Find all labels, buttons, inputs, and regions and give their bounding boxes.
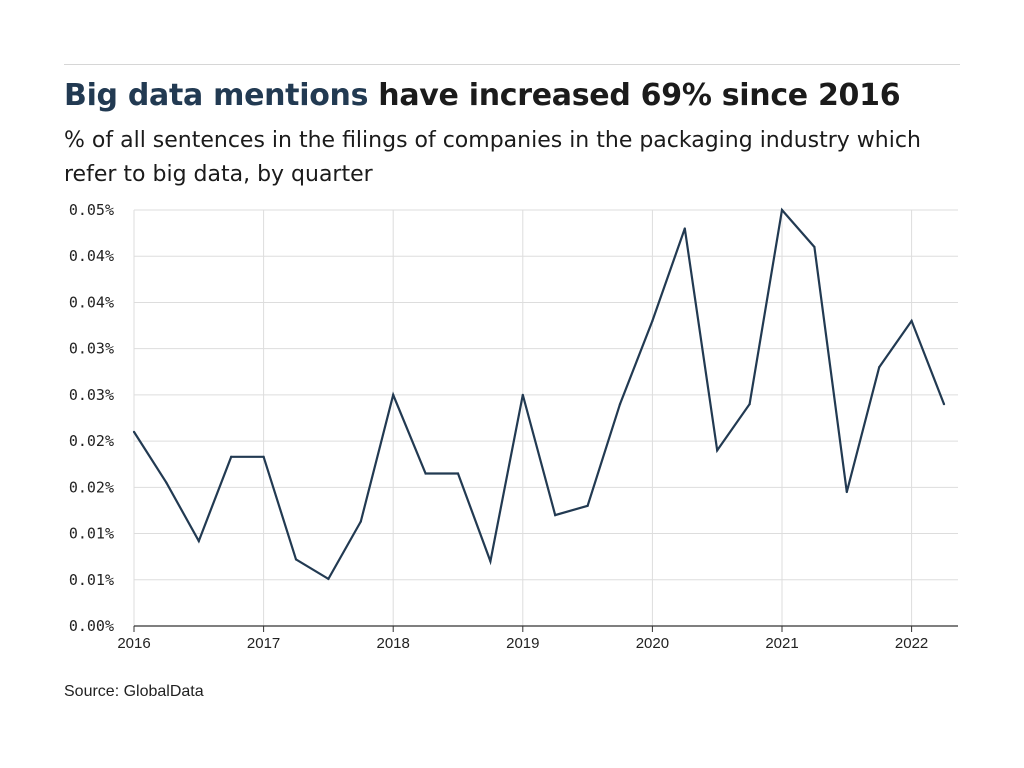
data-point bbox=[521, 393, 524, 396]
data-point bbox=[910, 319, 913, 322]
y-tick-label: 0.00% bbox=[69, 617, 114, 635]
y-tick-label: 0.02% bbox=[69, 432, 114, 450]
data-point bbox=[716, 449, 719, 452]
data-point bbox=[554, 514, 557, 517]
y-tick-label: 0.01% bbox=[69, 525, 114, 543]
data-point bbox=[586, 504, 589, 507]
data-point bbox=[845, 490, 848, 494]
data-point bbox=[813, 245, 816, 249]
data-point bbox=[165, 481, 168, 484]
chart-subtitle: % of all sentences in the filings of com… bbox=[64, 128, 921, 187]
data-point bbox=[230, 455, 233, 458]
data-point bbox=[327, 577, 330, 581]
series-group bbox=[132, 207, 946, 581]
data-point bbox=[424, 472, 427, 475]
y-tick-label: 0.02% bbox=[69, 478, 114, 496]
y-tick-label: 0.03% bbox=[69, 386, 114, 404]
data-point bbox=[294, 558, 298, 561]
data-point bbox=[132, 430, 136, 433]
data-point bbox=[489, 560, 492, 563]
data-point bbox=[262, 455, 265, 458]
top-rule bbox=[64, 64, 960, 65]
data-point bbox=[651, 319, 654, 322]
x-tick-label: 2016 bbox=[117, 635, 150, 652]
data-point bbox=[748, 403, 751, 406]
x-tick-label: 2021 bbox=[765, 635, 798, 652]
title-rest: have increased 69% since 2016 bbox=[368, 78, 901, 113]
data-point bbox=[456, 472, 460, 475]
data-point bbox=[197, 539, 200, 543]
data-point bbox=[392, 393, 395, 396]
title-highlight: Big data mentions bbox=[64, 78, 369, 113]
y-tick-label: 0.01% bbox=[69, 571, 114, 589]
x-tick-label: 2020 bbox=[636, 635, 669, 652]
chart-title: Big data mentions have increased 69% sin… bbox=[64, 78, 901, 113]
y-tick-label: 0.05% bbox=[69, 201, 114, 219]
source-note: Source: GlobalData bbox=[64, 683, 204, 700]
x-tick-label: 2019 bbox=[506, 635, 539, 652]
y-tick-label: 0.03% bbox=[69, 340, 114, 358]
x-tick-label: 2022 bbox=[895, 635, 928, 652]
data-point bbox=[780, 208, 784, 212]
series-line bbox=[133, 207, 946, 581]
data-point bbox=[618, 403, 622, 406]
data-point bbox=[359, 520, 362, 523]
y-tick-label: 0.04% bbox=[69, 247, 114, 265]
data-point bbox=[942, 403, 946, 406]
data-point bbox=[683, 227, 686, 230]
y-tick-label: 0.04% bbox=[69, 293, 114, 311]
x-tick-label: 2017 bbox=[247, 635, 280, 652]
grid-lines bbox=[133, 209, 958, 626]
data-point bbox=[878, 366, 881, 369]
x-tick-label: 2018 bbox=[377, 635, 410, 652]
y-axis-ticks: 0.00% 0.01% 0.01% 0.02% 0.02% 0.03% 0.03% 0.04%… bbox=[69, 201, 114, 635]
x-axis-ticks: 2016 2017 2018 2019 2020 2021 2022 bbox=[117, 626, 928, 652]
